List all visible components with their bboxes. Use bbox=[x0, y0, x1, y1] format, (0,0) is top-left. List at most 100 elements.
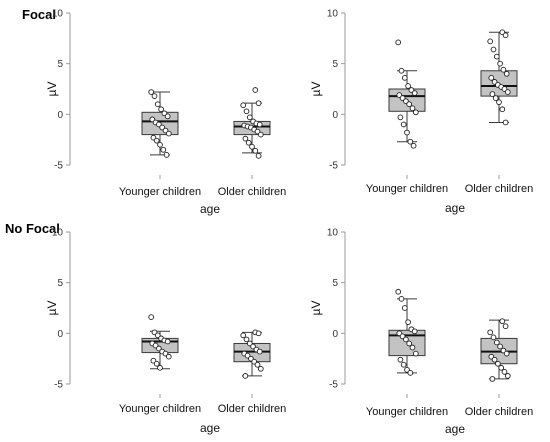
chart-panel-3: -5 0 5 10 µV Younger children Older children ag… bbox=[45, 228, 286, 436]
data-point bbox=[409, 344, 416, 351]
x-category-label: Younger children bbox=[366, 183, 448, 195]
data-point bbox=[243, 108, 250, 115]
y-tick-label: 5 bbox=[332, 59, 338, 70]
row-label-focal: Focal bbox=[22, 7, 56, 22]
data-point bbox=[257, 131, 264, 138]
data-point bbox=[496, 99, 502, 106]
data-point bbox=[246, 114, 253, 121]
data-point bbox=[503, 350, 510, 357]
y-axis-title: µV bbox=[45, 301, 59, 316]
x-category-label: Younger children bbox=[119, 186, 201, 198]
data-point bbox=[157, 364, 163, 371]
data-point bbox=[165, 130, 172, 137]
data-point bbox=[398, 67, 405, 74]
data-point bbox=[165, 353, 172, 360]
data-point bbox=[395, 39, 402, 46]
data-point bbox=[401, 75, 408, 81]
data-point bbox=[489, 376, 496, 382]
data-point bbox=[255, 153, 262, 159]
data-point bbox=[404, 129, 410, 136]
data-point bbox=[502, 119, 509, 126]
chart-panel-4: -5 0 5 10 µV Younger children Older childrenag… bbox=[309, 228, 533, 437]
data-point bbox=[493, 53, 500, 60]
y-tick-label: 0 bbox=[57, 110, 63, 121]
data-point bbox=[488, 75, 495, 81]
y-tick-label: -5 bbox=[54, 161, 63, 172]
data-point bbox=[497, 60, 503, 67]
x-category-label: Younger children bbox=[119, 403, 201, 415]
data-point bbox=[502, 32, 509, 39]
data-point bbox=[400, 121, 407, 128]
x-category-label: Older children bbox=[465, 183, 533, 195]
data-point bbox=[491, 356, 498, 363]
data-point bbox=[500, 66, 507, 73]
y-tick-label: 5 bbox=[332, 278, 338, 289]
y-tick-label: -5 bbox=[329, 380, 338, 391]
x-category-label: Older children bbox=[218, 186, 286, 198]
data-point bbox=[151, 93, 158, 99]
data-point bbox=[403, 336, 409, 343]
data-point bbox=[242, 373, 249, 379]
data-point bbox=[158, 106, 164, 113]
data-point bbox=[495, 360, 501, 367]
data-point bbox=[252, 147, 259, 154]
data-point bbox=[504, 89, 511, 95]
data-point bbox=[406, 101, 413, 108]
y-tick-label: 5 bbox=[57, 278, 63, 289]
data-point bbox=[397, 114, 404, 121]
data-point bbox=[164, 113, 171, 120]
y-axis-title: µV bbox=[309, 82, 323, 97]
data-point bbox=[498, 364, 505, 371]
data-point bbox=[409, 105, 416, 112]
data-point bbox=[412, 109, 419, 116]
data-point bbox=[400, 361, 407, 368]
data-point bbox=[243, 336, 250, 343]
y-tick-label: 10 bbox=[327, 9, 339, 20]
chart-panel-2: -5 0 5 10 µV Younger children Older childrenag… bbox=[309, 9, 533, 216]
data-point bbox=[257, 365, 264, 372]
data-point bbox=[410, 142, 417, 149]
y-tick-label: 10 bbox=[52, 228, 64, 239]
data-point bbox=[249, 143, 255, 150]
data-point bbox=[501, 368, 508, 375]
data-point bbox=[401, 305, 408, 311]
data-point bbox=[245, 139, 252, 146]
x-category-label: Younger children bbox=[366, 406, 448, 418]
y-axis-title: µV bbox=[309, 301, 323, 316]
data-point bbox=[487, 329, 494, 336]
data-point bbox=[499, 318, 506, 325]
data-point bbox=[411, 328, 418, 335]
data-point bbox=[490, 46, 497, 53]
data-point bbox=[489, 91, 496, 97]
y-tick-label: 10 bbox=[52, 9, 64, 20]
data-point bbox=[412, 350, 419, 357]
data-point bbox=[405, 83, 411, 89]
data-point bbox=[255, 100, 262, 107]
y-tick-label: -5 bbox=[54, 380, 63, 391]
x-axis-title: age bbox=[200, 202, 220, 216]
y-tick-label: 10 bbox=[327, 228, 339, 239]
x-category-label: Older children bbox=[218, 403, 286, 415]
data-point bbox=[157, 141, 163, 148]
data-point bbox=[493, 339, 500, 346]
data-point bbox=[242, 135, 249, 142]
data-point bbox=[406, 340, 413, 347]
data-point bbox=[502, 323, 509, 330]
data-point bbox=[397, 356, 404, 363]
data-point bbox=[407, 138, 414, 145]
data-point bbox=[497, 343, 503, 350]
data-point bbox=[499, 106, 506, 113]
data-point bbox=[153, 137, 160, 144]
data-point bbox=[148, 314, 155, 320]
data-point bbox=[398, 296, 405, 302]
data-point bbox=[405, 319, 411, 326]
y-tick-label: 0 bbox=[57, 329, 63, 340]
chart-panel-1: -5 0 5 10 µV Younger children Older children ag… bbox=[45, 9, 286, 217]
x-category-label: Older children bbox=[465, 406, 533, 418]
y-tick-label: -5 bbox=[329, 161, 338, 172]
y-tick-label: 0 bbox=[332, 329, 338, 340]
panels: -5 0 5 10 µV Younger children Older children ag… bbox=[45, 9, 533, 437]
y-axis-title: µV bbox=[45, 82, 59, 97]
data-point bbox=[240, 332, 247, 339]
